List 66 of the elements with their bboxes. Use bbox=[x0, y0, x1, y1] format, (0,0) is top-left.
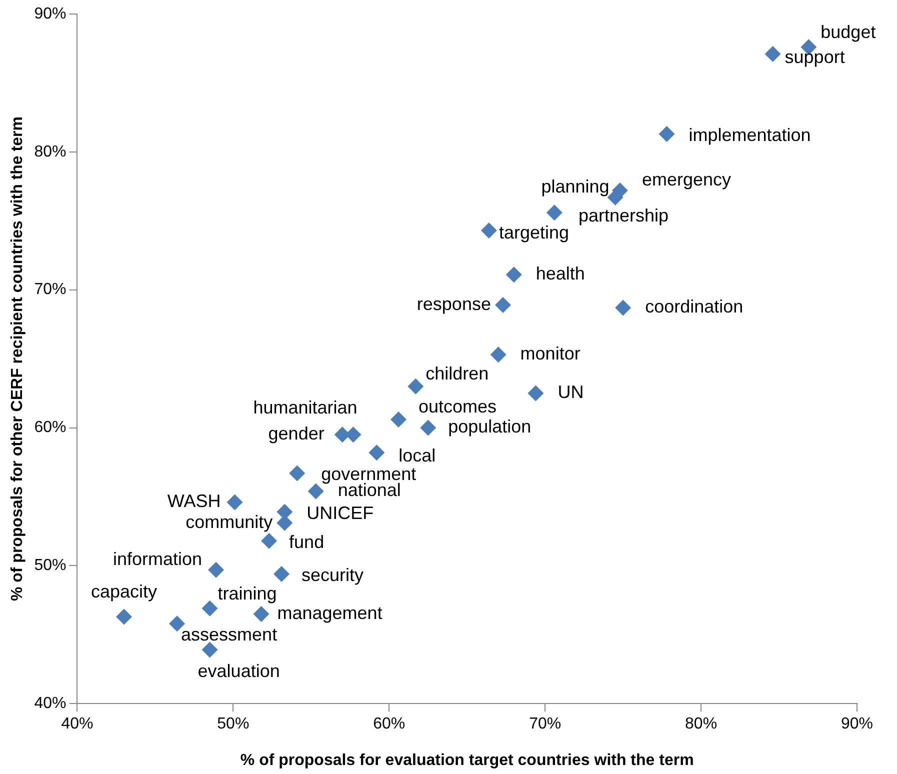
x-tick-label: 50% bbox=[217, 716, 250, 733]
annotation: UNICEF bbox=[306, 502, 374, 523]
annotation: implementation bbox=[688, 124, 811, 145]
point bbox=[494, 297, 511, 314]
point bbox=[226, 494, 243, 510]
annotation: WASH bbox=[167, 491, 221, 512]
annotation: outcomes bbox=[418, 396, 497, 416]
annotation: population bbox=[448, 416, 532, 437]
y-axis-title: % of proposals for other CERF recipient countries with the term bbox=[9, 116, 26, 602]
annotation: UN bbox=[558, 382, 584, 402]
point bbox=[390, 411, 406, 428]
point bbox=[116, 608, 132, 625]
annotation: planning bbox=[541, 176, 610, 196]
annotation: emergency bbox=[642, 170, 731, 190]
annotation: children bbox=[426, 363, 489, 384]
annotation: evaluation bbox=[198, 660, 280, 681]
point bbox=[208, 562, 224, 578]
annotation: information bbox=[112, 548, 202, 569]
point bbox=[202, 642, 218, 658]
point bbox=[308, 483, 324, 500]
point bbox=[202, 600, 218, 616]
x-tick-label: 80% bbox=[685, 716, 718, 733]
point bbox=[368, 444, 385, 461]
annotation: partnership bbox=[578, 206, 669, 226]
point bbox=[274, 566, 290, 582]
point bbox=[528, 385, 544, 402]
annotation: humanitarian bbox=[253, 398, 358, 418]
annotation: health bbox=[536, 264, 585, 284]
point bbox=[253, 606, 270, 622]
point bbox=[546, 204, 562, 221]
y-tick-label: 40% bbox=[34, 695, 66, 712]
point bbox=[764, 46, 781, 62]
point bbox=[408, 378, 424, 394]
annotation: security bbox=[302, 564, 364, 585]
y-tick-label: 80% bbox=[34, 143, 66, 160]
point bbox=[261, 532, 278, 549]
y-tick-label: 50% bbox=[34, 557, 66, 574]
x-tick-label: 70% bbox=[529, 716, 562, 733]
point bbox=[490, 346, 506, 363]
point bbox=[289, 465, 306, 482]
point bbox=[658, 126, 675, 142]
annotation: local bbox=[398, 446, 436, 466]
annotation: management bbox=[277, 602, 382, 623]
annotation: fund bbox=[289, 532, 324, 552]
annotation: monitor bbox=[520, 344, 580, 364]
annotation: response bbox=[416, 294, 491, 314]
x-tick-label: 90% bbox=[840, 716, 874, 733]
annotation: assessment bbox=[181, 624, 278, 645]
y-tick-label: 60% bbox=[34, 419, 66, 436]
point bbox=[506, 266, 522, 283]
annotation: targeting bbox=[498, 222, 570, 243]
annotation: capacity bbox=[90, 582, 158, 602]
annotation: coordination bbox=[645, 296, 744, 317]
x-tick-label: 40% bbox=[61, 716, 94, 733]
annotation: community bbox=[186, 512, 273, 532]
annotation: training bbox=[218, 583, 277, 604]
point bbox=[420, 420, 436, 436]
annotation: support bbox=[784, 46, 845, 67]
x-axis-title: % of proposals for evaluation target countries with the term bbox=[240, 752, 694, 769]
annotation: gender bbox=[268, 424, 324, 444]
point bbox=[615, 300, 632, 316]
y-tick-label: 70% bbox=[34, 281, 66, 298]
annotation: budget bbox=[820, 22, 876, 42]
y-tick-label: 90% bbox=[34, 5, 66, 22]
point bbox=[480, 222, 497, 239]
x-tick-label: 60% bbox=[373, 716, 406, 733]
